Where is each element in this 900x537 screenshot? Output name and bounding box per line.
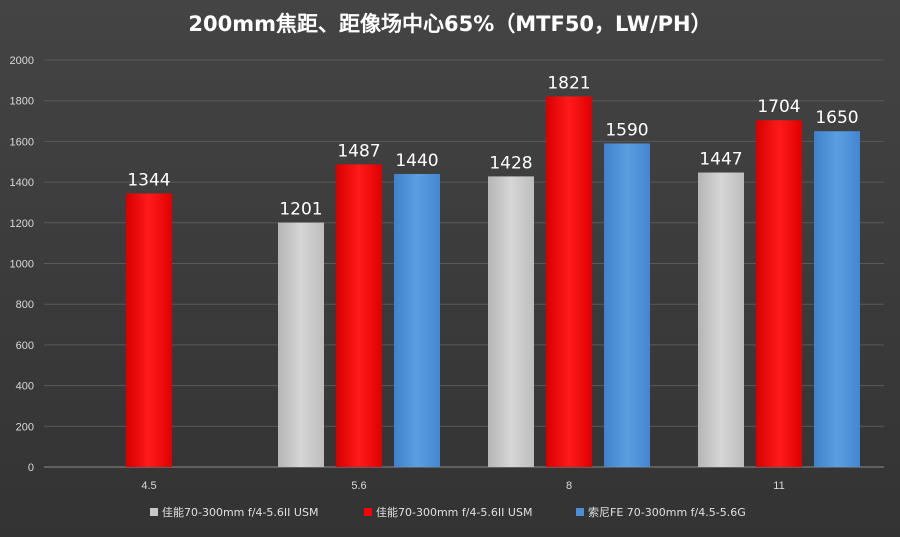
bar	[126, 193, 172, 467]
data-label: 1650	[815, 108, 858, 128]
legend-swatch	[364, 508, 372, 516]
legend-entry: 佳能70-300mm f/4-5.6II USM	[162, 505, 318, 519]
y-tick-label: 400	[16, 381, 34, 393]
bar	[488, 176, 534, 468]
legend-swatch	[150, 508, 158, 516]
data-label: 1487	[337, 141, 380, 161]
data-label: 1704	[757, 97, 800, 117]
y-tick-label: 600	[16, 340, 34, 352]
x-tick-label: 8	[566, 480, 572, 492]
bar	[604, 143, 650, 467]
data-label: 1821	[547, 73, 590, 93]
data-label: 1428	[489, 153, 532, 173]
y-tick-label: 1400	[10, 177, 34, 189]
data-label: 1344	[127, 170, 170, 190]
y-tick-label: 1800	[10, 96, 34, 108]
bar	[278, 222, 324, 467]
data-label: 1447	[699, 150, 742, 170]
x-tick-label: 5.6	[351, 480, 366, 492]
chart-title: 200mm焦距、距像场中心65%（MTF50，LW/PH）	[188, 12, 712, 36]
x-tick-label: 11	[773, 480, 784, 492]
bar	[394, 173, 440, 467]
bar	[336, 164, 382, 467]
legend-entry: 索尼FE 70-300mm f/4.5-5.6G	[588, 505, 746, 519]
bar	[814, 131, 860, 467]
data-label: 1590	[605, 120, 648, 140]
y-tick-label: 1200	[10, 218, 34, 230]
x-tick-label: 4.5	[141, 480, 156, 492]
y-tick-label: 1600	[10, 136, 34, 148]
bar	[756, 120, 802, 468]
y-tick-label: 1000	[10, 259, 34, 271]
y-tick-label: 0	[28, 462, 34, 474]
legend-entry: 佳能70-300mm f/4-5.6II USM	[376, 505, 532, 519]
bar	[698, 172, 744, 467]
y-tick-label: 200	[16, 421, 34, 433]
bar	[546, 96, 592, 467]
data-label: 1201	[279, 200, 322, 220]
legend-swatch	[576, 508, 584, 516]
data-label: 1440	[395, 151, 438, 171]
y-tick-label: 800	[16, 299, 34, 311]
y-tick-label: 2000	[10, 55, 34, 67]
